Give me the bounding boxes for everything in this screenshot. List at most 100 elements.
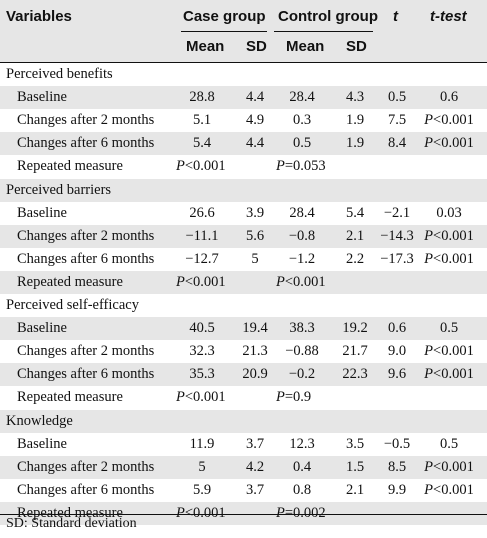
t-value-cell: 9.6: [387, 366, 407, 383]
table-row: Repeated measure P<0.001 P=0.002: [0, 501, 487, 525]
t-test-cell: 0.5: [439, 320, 459, 337]
case-mean-cell: 26.6: [189, 204, 215, 221]
section-row: Perceived benefits: [0, 63, 487, 86]
case-sd-cell: 20.9: [242, 366, 268, 383]
table-row: Changes after 2 months 32.3 21.3 −0.88 21.7 9…: [0, 340, 487, 363]
t-test-cell: P<0.001: [424, 250, 474, 267]
control-mean-cell: 0.3: [292, 112, 312, 129]
control-sd-cell: 2.1: [345, 481, 365, 498]
table-row: Changes after 2 months 5 4.2 0.4 1.5 8.5 P<0.0…: [0, 455, 487, 479]
t-test-cell: 0.03: [436, 204, 462, 221]
control-sd-cell: 1.5: [345, 458, 365, 475]
table-row: Baseline 28.8 4.4 28.4 4.3 0.5 0.6: [0, 86, 487, 110]
case-mean-cell: 40.5: [189, 320, 215, 337]
t-value-cell: 7.5: [387, 112, 407, 129]
header-t: t: [393, 8, 398, 25]
row-label: Repeated measure: [17, 389, 123, 406]
row-label: Repeated measure: [17, 158, 123, 175]
control-repeated-p-cell: P<0.001: [276, 273, 326, 290]
section-label: Perceived benefits: [6, 66, 113, 82]
case-sd-cell: 3.7: [245, 435, 265, 452]
control-mean-cell: −0.88: [285, 343, 319, 360]
control-mean-cell: −0.2: [288, 366, 316, 383]
bottom-rule: [0, 514, 487, 515]
case-sd-cell: 21.3: [242, 343, 268, 360]
header-case-group: Case group: [183, 8, 266, 25]
row-label: Changes after 2 months: [17, 112, 155, 129]
row-label: Baseline: [17, 320, 67, 337]
control-mean-cell: 0.8: [292, 481, 312, 498]
control-sd-cell: 2.2: [345, 250, 365, 267]
control-sd-cell: 19.2: [342, 320, 368, 337]
table-header: Variables Case group Control group t t-t…: [0, 0, 487, 62]
table-row: Baseline 40.5 19.4 38.3 19.2 0.6 0.5: [0, 317, 487, 341]
footnote: SD: Standard deviation: [6, 516, 137, 531]
row-label: Repeated measure: [17, 273, 123, 290]
control-group-rule: [274, 31, 373, 32]
header-control-group: Control group: [278, 8, 378, 25]
case-mean-cell: 28.8: [189, 89, 215, 106]
section-label: Perceived self-efficacy: [6, 297, 139, 313]
case-sd-cell: 4.2: [245, 458, 265, 475]
t-value-cell: 8.4: [387, 135, 407, 152]
control-mean-cell: 38.3: [289, 320, 315, 337]
case-sd-cell: 3.7: [245, 481, 265, 498]
control-mean-cell: 12.3: [289, 435, 315, 452]
table-row: Changes after 6 months 5.9 3.7 0.8 2.1 9.9 P<0…: [0, 479, 487, 502]
t-test-cell: P<0.001: [424, 458, 474, 475]
case-sd-cell: 19.4: [242, 320, 268, 337]
header-rule: [0, 62, 487, 63]
case-mean-cell: 35.3: [189, 366, 215, 383]
t-value-cell: −2.1: [383, 204, 411, 221]
t-value-cell: −14.3: [380, 227, 414, 244]
table-row: Changes after 2 months 5.1 4.9 0.3 1.9 7.5 P<0…: [0, 109, 487, 132]
t-value-cell: −17.3: [380, 250, 414, 267]
row-label: Changes after 2 months: [17, 343, 155, 360]
t-test-cell: P<0.001: [424, 481, 474, 498]
t-test-cell: 0.6: [439, 89, 459, 106]
case-repeated-p-cell: P<0.001: [176, 504, 226, 521]
control-repeated-p-cell: P=0.053: [276, 158, 326, 175]
control-mean-cell: 28.4: [289, 89, 315, 106]
control-sd-cell: 22.3: [342, 366, 368, 383]
control-repeated-p-cell: P=0.9: [276, 389, 312, 406]
section-row: Perceived self-efficacy: [0, 294, 487, 317]
case-sd-cell: 4.4: [245, 135, 265, 152]
case-sd-cell: 4.4: [245, 89, 265, 106]
header-case-mean: Mean: [186, 38, 225, 55]
control-mean-cell: −0.8: [288, 227, 316, 244]
t-value-cell: 9.9: [387, 481, 407, 498]
case-mean-cell: 5.1: [192, 112, 212, 129]
t-test-cell: P<0.001: [424, 135, 474, 152]
row-label: Changes after 6 months: [17, 135, 155, 152]
control-mean-cell: 0.4: [292, 458, 312, 475]
table-row: Changes after 6 months 35.3 20.9 −0.2 22.3 9.…: [0, 363, 487, 387]
table-row: Changes after 6 months 5.4 4.4 0.5 1.9 8.4 P<0…: [0, 132, 487, 156]
t-test-cell: P<0.001: [424, 112, 474, 129]
case-mean-cell: 11.9: [189, 435, 215, 452]
t-test-cell: P<0.001: [424, 366, 474, 383]
control-repeated-p-cell: P=0.002: [276, 504, 326, 521]
case-mean-cell: 5: [198, 458, 206, 475]
case-sd-cell: 5.6: [245, 227, 265, 244]
table-row: Repeated measure P<0.001 P=0.053: [0, 155, 487, 178]
table-row: Changes after 6 months −12.7 5 −1.2 2.2 −17.3…: [0, 248, 487, 271]
t-test-cell: P<0.001: [424, 227, 474, 244]
table-row: Changes after 2 months −11.1 5.6 −0.8 2.1 −14…: [0, 224, 487, 248]
case-repeated-p-cell: P<0.001: [176, 389, 226, 406]
t-value-cell: 8.5: [387, 458, 407, 475]
case-sd-cell: 3.9: [245, 204, 265, 221]
row-label: Changes after 2 months: [17, 227, 155, 244]
case-mean-cell: −12.7: [185, 250, 219, 267]
case-mean-cell: 5.9: [192, 481, 212, 498]
t-value-cell: 0.6: [387, 320, 407, 337]
case-repeated-p-cell: P<0.001: [176, 273, 226, 290]
control-sd-cell: 21.7: [342, 343, 368, 360]
section-label: Perceived barriers: [6, 181, 112, 198]
table-row: Baseline 11.9 3.7 12.3 3.5 −0.5 0.5: [0, 433, 487, 456]
header-control-mean: Mean: [286, 38, 325, 55]
row-label: Changes after 6 months: [17, 250, 155, 267]
header-control-sd: SD: [346, 38, 367, 55]
control-mean-cell: 28.4: [289, 204, 315, 221]
case-sd-cell: 4.9: [245, 112, 265, 129]
